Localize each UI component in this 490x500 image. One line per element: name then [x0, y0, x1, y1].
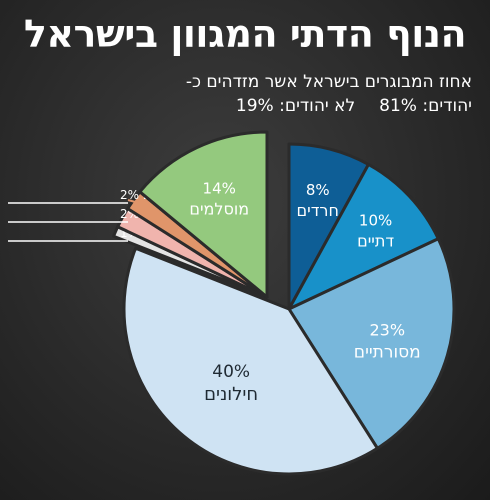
slice-name-label: דתיים	[357, 232, 394, 251]
chart-title: הנוף הדתי המגוון בישראל	[23, 12, 467, 56]
leader-line	[127, 199, 138, 204]
slice-value-label: 8%	[306, 181, 330, 199]
slice-value-label: 23%	[369, 321, 405, 340]
slice-value-label: 40%	[212, 362, 250, 382]
slice-name-label: מוסלמים	[189, 199, 249, 218]
slice-value-label: 14%	[203, 179, 236, 197]
nonjews-stat: לא יהודים: 19%	[235, 96, 356, 116]
slice-name-label: חרדים	[297, 201, 339, 220]
slice-name-label: חילונים	[204, 384, 258, 405]
jews-stat: יהודים: 81%	[379, 96, 472, 116]
leader-line	[118, 232, 129, 239]
slice-value-label: 10%	[359, 212, 392, 230]
pie-slice-מסורתיים	[287, 237, 456, 450]
pie-slice-דתיים	[287, 162, 440, 311]
chart-subtitle: אחוז המבוגרים בישראל אשר מזדהים כ-	[185, 72, 472, 92]
pie-slice-מוסלמים	[138, 130, 269, 299]
group-stats: יהודים: 81% לא יהודים: 19%	[212, 96, 472, 116]
pie-slice-חילונים	[122, 246, 379, 476]
slice-name-label: מסורתיים	[354, 343, 421, 363]
